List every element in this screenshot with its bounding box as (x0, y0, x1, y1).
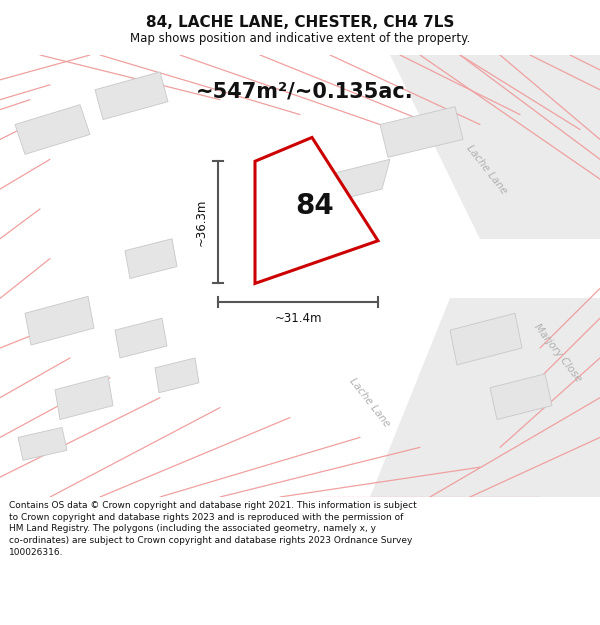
Text: ~547m²/~0.135ac.: ~547m²/~0.135ac. (196, 82, 414, 102)
Polygon shape (322, 159, 390, 204)
Polygon shape (370, 298, 600, 497)
Text: 84: 84 (296, 192, 334, 220)
Text: ~31.4m: ~31.4m (274, 312, 322, 325)
Text: Lache Lane: Lache Lane (348, 376, 392, 429)
Polygon shape (115, 318, 167, 358)
Text: ~36.3m: ~36.3m (195, 199, 208, 246)
Polygon shape (155, 358, 199, 392)
Polygon shape (390, 55, 600, 239)
Text: Contains OS data © Crown copyright and database right 2021. This information is : Contains OS data © Crown copyright and d… (9, 501, 417, 557)
Polygon shape (255, 138, 378, 284)
Polygon shape (55, 376, 113, 419)
Polygon shape (18, 428, 67, 460)
Text: Marjory Close: Marjory Close (532, 322, 584, 384)
Text: Map shows position and indicative extent of the property.: Map shows position and indicative extent… (130, 32, 470, 45)
Polygon shape (450, 313, 522, 365)
Polygon shape (95, 72, 168, 119)
Text: 84, LACHE LANE, CHESTER, CH4 7LS: 84, LACHE LANE, CHESTER, CH4 7LS (146, 16, 454, 31)
Polygon shape (15, 104, 90, 154)
Polygon shape (125, 239, 177, 279)
Polygon shape (380, 107, 463, 158)
Polygon shape (490, 374, 552, 419)
Text: Lache Lane: Lache Lane (465, 142, 509, 196)
Polygon shape (25, 296, 94, 345)
